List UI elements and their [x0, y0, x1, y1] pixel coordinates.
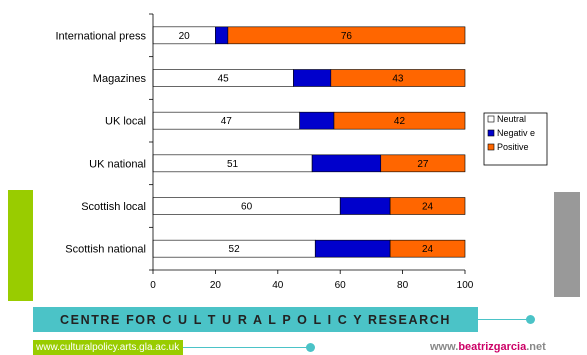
- site-credit[interactable]: www.beatrizgarcia.net: [430, 340, 546, 355]
- x-tick-label: 100: [457, 280, 474, 291]
- centre-banner-label: CENTRE FOR C U L T U R A L P O L I C Y R…: [60, 312, 451, 327]
- category-label: Scottish national: [65, 244, 146, 256]
- site-brand: beatrizgarcia: [458, 341, 527, 353]
- bar-segment-positive-5: [389, 239, 466, 258]
- stacked-bar-chart: 20 76 45 43 47 42 51 27 60 24 52 24 International p…: [56, 13, 548, 291]
- url-dot: [306, 343, 315, 352]
- legend: Neutral Negativ e Positive: [483, 112, 548, 166]
- url-link[interactable]: www.culturalpolicy.arts.gla.ac.uk: [33, 340, 183, 355]
- legend-swatch: [487, 129, 495, 137]
- x-tick-label: 60: [335, 280, 347, 291]
- legend-entry: Neutral: [497, 114, 526, 124]
- bar-segment-negativ-e-2: [299, 111, 335, 130]
- category-label: Scottish local: [81, 201, 146, 213]
- category-label: UK local: [105, 116, 146, 128]
- url-line: [183, 347, 311, 348]
- bar-segment-negativ-e-3: [311, 154, 382, 173]
- data-label: 43: [392, 74, 404, 85]
- bar-segment-negativ-e-5: [314, 239, 391, 258]
- bars-group: 20 76 45 43 47 42 51 27 60 24 52 24: [152, 26, 466, 258]
- url-text: www.culturalpolicy.arts.gla.ac.uk: [36, 342, 180, 353]
- bar-segment-negativ-e-0: [215, 26, 229, 45]
- data-label: 51: [227, 159, 239, 170]
- bar-segment-positive-0: [227, 26, 466, 45]
- x-tick-label: 80: [397, 280, 409, 291]
- category-labels-group: International press Magazines UK local UK n…: [56, 30, 147, 255]
- data-label: 52: [229, 244, 241, 255]
- category-label: International press: [56, 30, 147, 42]
- bar-segment-negativ-e-4: [339, 197, 391, 215]
- legend-box: [483, 112, 548, 166]
- bar-segment-positive-1: [330, 69, 466, 87]
- legend-swatch: [487, 143, 495, 151]
- bar-segment-positive-2: [333, 111, 466, 130]
- right-accent-block: [554, 192, 580, 297]
- data-label: 24: [422, 244, 434, 255]
- site-suffix: .net: [526, 341, 546, 353]
- site-prefix: www.: [430, 341, 459, 353]
- x-axis: 0 20 40 60 80 100: [149, 13, 474, 291]
- category-label: UK national: [89, 158, 146, 170]
- bar-segment-negativ-e-1: [293, 69, 332, 87]
- centre-banner-line: [478, 319, 530, 320]
- data-label: 27: [417, 159, 429, 170]
- data-label: 24: [422, 202, 434, 213]
- legend-entry: Positive: [497, 142, 529, 152]
- data-label: 20: [179, 31, 191, 42]
- data-label: 76: [341, 31, 353, 42]
- legend-entry: Negativ e: [497, 128, 535, 138]
- x-tick-label: 40: [272, 280, 284, 291]
- bar-segment-positive-3: [380, 154, 466, 173]
- data-label: 45: [218, 74, 230, 85]
- bar-segment-positive-4: [389, 197, 466, 215]
- x-tick-label: 20: [210, 280, 222, 291]
- data-label: 47: [221, 116, 233, 127]
- legend-swatch: [487, 115, 495, 123]
- centre-banner-dot: [526, 315, 535, 324]
- centre-banner: CENTRE FOR C U L T U R A L P O L I C Y R…: [33, 307, 478, 332]
- x-tick-label: 0: [150, 280, 156, 291]
- data-label: 42: [394, 116, 406, 127]
- data-label: 60: [241, 202, 253, 213]
- left-accent-block: [8, 190, 33, 301]
- category-label: Magazines: [93, 73, 147, 85]
